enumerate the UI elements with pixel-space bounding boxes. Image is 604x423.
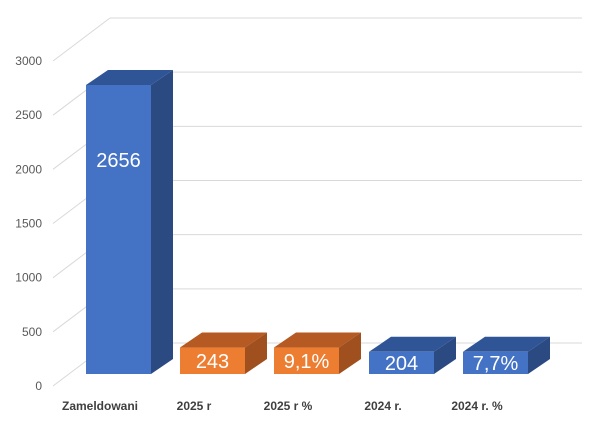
data-label: 7,7% bbox=[473, 353, 519, 375]
data-label: 2656 bbox=[96, 150, 141, 172]
category-label: 2024 r. % bbox=[451, 399, 503, 413]
bar-top bbox=[86, 70, 173, 85]
y-tick-label: 1000 bbox=[15, 271, 42, 285]
category-label: 2024 r. bbox=[364, 399, 401, 413]
data-label: 243 bbox=[196, 351, 229, 373]
bar-side bbox=[151, 70, 173, 374]
y-tick-label: 3000 bbox=[15, 54, 42, 68]
bar-side bbox=[339, 332, 361, 374]
y-tick-label: 2500 bbox=[15, 108, 42, 122]
category-label: 2025 r bbox=[177, 399, 212, 413]
bar-front bbox=[180, 347, 245, 374]
y-tick-label: 500 bbox=[22, 325, 42, 339]
bar-side bbox=[245, 332, 267, 374]
bar-top bbox=[463, 336, 550, 352]
bar-front bbox=[86, 85, 151, 374]
category-label: 2025 r % bbox=[264, 399, 313, 413]
bar: 243 bbox=[180, 332, 267, 374]
bar: 204 bbox=[369, 336, 456, 375]
bar: 7,7% bbox=[463, 336, 550, 375]
category-label: Zameldowani bbox=[62, 399, 138, 413]
bar-top bbox=[180, 332, 267, 348]
bar: 2656 bbox=[86, 70, 173, 374]
bar-top bbox=[274, 332, 361, 348]
bar-front bbox=[369, 351, 434, 374]
gridlines bbox=[52, 17, 582, 387]
y-tick-label: 2000 bbox=[15, 162, 42, 176]
bar: 9,1% bbox=[274, 332, 361, 374]
bar-front bbox=[463, 351, 528, 374]
y-tick-label: 1500 bbox=[15, 217, 42, 231]
gridline-diagonal bbox=[52, 17, 111, 62]
bar-side bbox=[528, 336, 550, 374]
bar-side bbox=[434, 336, 456, 374]
bars: 2656 243 9,1% 204 7,7% bbox=[86, 70, 550, 375]
y-tick-label: 0 bbox=[35, 379, 42, 393]
data-label: 9,1% bbox=[284, 351, 330, 373]
bar-top bbox=[369, 336, 456, 352]
bar-front bbox=[274, 347, 339, 374]
x-axis-labels: Zameldowani 2025 r 2025 r % 2024 r. 2024 r. … bbox=[62, 399, 503, 413]
y-axis-ticks: 0 500 1000 1500 2000 2500 3000 bbox=[15, 54, 42, 393]
data-label: 204 bbox=[385, 353, 418, 375]
